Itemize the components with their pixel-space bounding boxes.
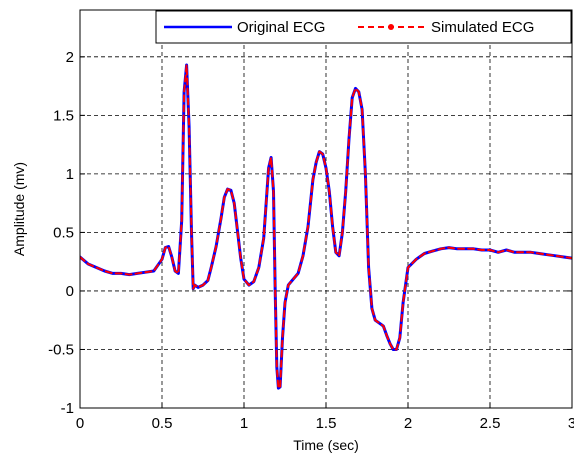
legend-marker-simulated	[388, 24, 394, 30]
y-tick-label: -0.5	[48, 341, 74, 358]
y-axis-label: Amplitude (mv)	[11, 162, 27, 256]
legend: Original ECG Simulated ECG	[155, 10, 572, 44]
x-axis-label: Time (sec)	[293, 437, 359, 453]
x-tick-label: 1	[240, 415, 248, 432]
series-line-simulated	[80, 64, 572, 390]
x-tick-label: 1.5	[316, 415, 337, 432]
x-tick-label: 3	[568, 415, 574, 432]
series-lines	[80, 63, 572, 390]
y-tick-label: -1	[61, 400, 74, 417]
legend-label-simulated: Simulated ECG	[431, 19, 534, 36]
legend-label-original: Original ECG	[237, 19, 325, 36]
x-tick-label: 0	[76, 415, 84, 432]
y-tick-label: 2	[66, 49, 74, 66]
y-tick-label: 1	[66, 166, 74, 183]
y-tick-label: 0	[66, 283, 74, 300]
y-tick-label: 0.5	[53, 224, 74, 241]
x-tick-label: 0.5	[152, 415, 173, 432]
y-tick-label: 1.5	[53, 107, 74, 124]
x-tick-label: 2.5	[480, 415, 501, 432]
grid-lines	[80, 10, 572, 409]
axis-ticks: 0 0.5 1 1.5 2 2.5 3 -1 -0.5 0 0.5 1 1.5 2	[48, 10, 574, 432]
x-tick-label: 2	[404, 415, 412, 432]
